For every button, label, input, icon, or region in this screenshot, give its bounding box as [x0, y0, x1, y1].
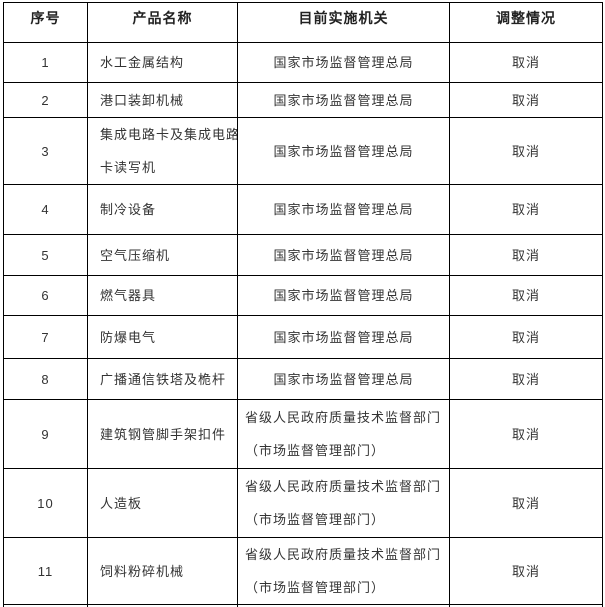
row-number-cell: 3: [3, 117, 88, 185]
partial-row: [3, 604, 603, 607]
product-name-cell: 港口装卸机械: [87, 82, 238, 118]
authority-cell: 省级人民政府质量技术监督部门 （市场监督管理部门）: [237, 537, 450, 605]
adjustment-cell: 取消: [449, 537, 603, 605]
table-row: 11 饲料粉碎机械 省级人民政府质量技术监督部门 （市场监督管理部门） 取消: [3, 537, 603, 605]
product-name-cell: 空气压缩机: [87, 234, 238, 276]
product-name-cell: 人造板: [87, 468, 238, 538]
authority-cell: 国家市场监督管理总局: [237, 184, 450, 235]
header-cell-number: 序号: [3, 2, 88, 43]
authority-cell: 国家市场监督管理总局: [237, 275, 450, 316]
table-row: 8 广播通信铁塔及桅杆 国家市场监督管理总局 取消: [3, 358, 603, 400]
table-row: 3 集成电路卡及集成电路 卡读写机 国家市场监督管理总局 取消: [3, 117, 603, 185]
product-name-cell: 建筑钢管脚手架扣件: [87, 399, 238, 469]
product-name-cell: 燃气器具: [87, 275, 238, 316]
adjustment-cell: 取消: [449, 315, 603, 359]
adjustment-cell: 取消: [449, 184, 603, 235]
product-name-cell: 饲料粉碎机械: [87, 537, 238, 605]
header-row: 序号 产品名称 目前实施机关 调整情况: [3, 2, 603, 43]
row-number-cell: 8: [3, 358, 88, 400]
table-body: 1 水工金属结构 国家市场监督管理总局 取消 2 港口装卸机械 国家市场监督管理总局 取消 3 集…: [3, 42, 603, 607]
authority-cell: 国家市场监督管理总局: [237, 358, 450, 400]
product-name-cell: 广播通信铁塔及桅杆: [87, 358, 238, 400]
table-row: 5 空气压缩机 国家市场监督管理总局 取消: [3, 234, 603, 276]
row-number-cell: 10: [3, 468, 88, 538]
adjustment-cell: 取消: [449, 468, 603, 538]
row-number-cell: 6: [3, 275, 88, 316]
row-number-cell: 7: [3, 315, 88, 359]
row-number-cell: 2: [3, 82, 88, 118]
authority-cell-line: （市场监督管理部门）: [245, 443, 386, 458]
authority-cell-line: 省级人民政府质量技术监督部门: [245, 410, 442, 425]
authority-cell: 国家市场监督管理总局: [237, 117, 450, 185]
product-name-cell-line: 集成电路卡及集成电路: [100, 127, 238, 142]
row-number-cell: 1: [3, 42, 88, 83]
row-number-cell: 9: [3, 399, 88, 469]
table-row: 2 港口装卸机械 国家市场监督管理总局 取消: [3, 82, 603, 118]
product-name-cell: 集成电路卡及集成电路 卡读写机: [87, 117, 238, 185]
table-row: 6 燃气器具 国家市场监督管理总局 取消: [3, 275, 603, 316]
table-row: 1 水工金属结构 国家市场监督管理总局 取消: [3, 42, 603, 83]
header-cell-product: 产品名称: [87, 2, 238, 43]
product-catalog-table: 序号 产品名称 目前实施机关 调整情况 1 水工金属结构 国家市场监督管理总局 取消 2…: [3, 2, 603, 607]
product-name-cell: 制冷设备: [87, 184, 238, 235]
authority-cell-line: （市场监督管理部门）: [245, 580, 386, 595]
adjustment-cell: 取消: [449, 399, 603, 469]
adjustment-cell: 取消: [449, 358, 603, 400]
authority-cell: 省级人民政府质量技术监督部门 （市场监督管理部门）: [237, 399, 450, 469]
table-row: 9 建筑钢管脚手架扣件 省级人民政府质量技术监督部门 （市场监督管理部门） 取消: [3, 399, 603, 469]
authority-cell: 省级人民政府质量技术监督部门 （市场监督管理部门）: [237, 468, 450, 538]
adjustment-cell: 取消: [449, 42, 603, 83]
product-name-cell-line: 卡读写机: [100, 160, 157, 175]
adjustment-cell: 取消: [449, 117, 603, 185]
row-number-cell: 5: [3, 234, 88, 276]
header-cell-adjust: 调整情况: [449, 2, 603, 43]
authority-cell: 国家市场监督管理总局: [237, 315, 450, 359]
table-row: 10 人造板 省级人民政府质量技术监督部门 （市场监督管理部门） 取消: [3, 468, 603, 538]
authority-cell-line: （市场监督管理部门）: [245, 512, 386, 527]
authority-cell: 国家市场监督管理总局: [237, 82, 450, 118]
adjustment-cell: 取消: [449, 234, 603, 276]
authority-cell: 国家市场监督管理总局: [237, 234, 450, 276]
row-number-cell: 4: [3, 184, 88, 235]
product-name-cell: 水工金属结构: [87, 42, 238, 83]
authority-cell-line: 省级人民政府质量技术监督部门: [245, 547, 442, 562]
adjustment-cell: 取消: [449, 275, 603, 316]
header-cell-authority: 目前实施机关: [237, 2, 450, 43]
row-number-cell: 11: [3, 537, 88, 605]
table-row: 4 制冷设备 国家市场监督管理总局 取消: [3, 184, 603, 235]
table-row: 7 防爆电气 国家市场监督管理总局 取消: [3, 315, 603, 359]
adjustment-cell: 取消: [449, 82, 603, 118]
product-name-cell: 防爆电气: [87, 315, 238, 359]
authority-cell: 国家市场监督管理总局: [237, 42, 450, 83]
authority-cell-line: 省级人民政府质量技术监督部门: [245, 479, 442, 494]
partial-row-cell: [449, 604, 603, 607]
